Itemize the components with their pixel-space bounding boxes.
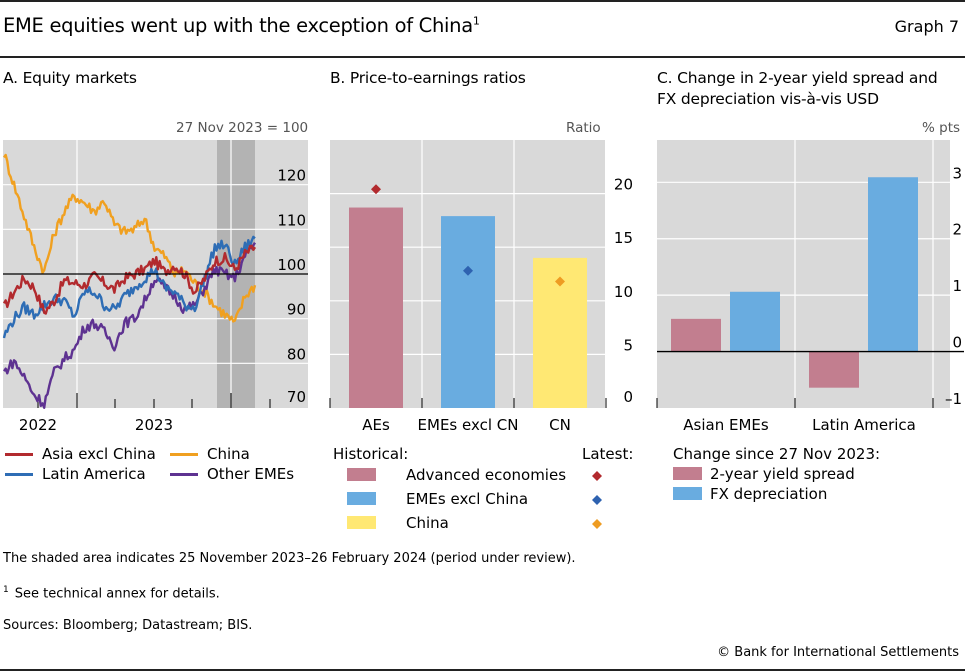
legend-swatch-ae xyxy=(347,468,376,481)
legend-item-china: China xyxy=(170,444,294,464)
legend-item-asia: Asia excl China xyxy=(5,444,156,464)
legend-item-fx: FX depreciation xyxy=(673,484,880,504)
panel-b-category-label: AEs xyxy=(362,416,390,434)
panel-a-y-tick-label: 100 xyxy=(277,256,306,274)
panel-a-y-tick-label: 120 xyxy=(277,167,306,185)
panel-c-unit-label: % pts xyxy=(922,120,961,136)
panel-b-y-tick-label: 15 xyxy=(614,229,633,247)
legend-swatch-fx xyxy=(673,487,702,500)
panel-c-y-tick-label: 2 xyxy=(952,221,962,239)
panel-c-legend-header: Change since 27 Nov 2023: xyxy=(673,445,881,463)
panel-c-title: C. Change in 2-year yield spread and FX … xyxy=(657,68,938,110)
legend-label-ae: Advanced economies xyxy=(406,466,567,484)
diamond-latest-1 xyxy=(463,265,473,276)
legend-item-latam: Latin America xyxy=(5,464,156,484)
legend-label-yield: 2-year yield spread xyxy=(710,465,855,483)
panel-c-category-label: Asian EMEs xyxy=(683,416,769,434)
panel-b-y-tick-label: 10 xyxy=(614,283,633,301)
panel-b-title: B. Price-to-earnings ratios xyxy=(330,69,526,87)
panel-c-title-line2: FX depreciation vis-à-vis USD xyxy=(657,90,879,108)
panel-a-y-tick-label: 90 xyxy=(287,301,306,319)
page-title: EME equities went up with the exception … xyxy=(3,14,480,37)
header-rule xyxy=(0,56,965,58)
legend-label-other: Other EMEs xyxy=(207,465,295,483)
legend-line-other xyxy=(170,473,198,476)
legend-label-china: China xyxy=(207,445,250,463)
panel-b-legend-swatches: Advanced economies EMEs excl China China xyxy=(347,465,566,537)
bar-fx-depreciation-0 xyxy=(730,291,780,352)
panel-a-legend: Asia excl China Latin America xyxy=(5,444,156,484)
legend-item-ae: Advanced economies xyxy=(347,465,566,489)
panel-b-y-tick-label: 5 xyxy=(623,336,633,354)
legend-label-fx: FX depreciation xyxy=(710,485,828,503)
panel-b-y-tick-label: 20 xyxy=(614,176,633,194)
legend-swatch-cn xyxy=(347,516,376,529)
panel-b-y-tick-label: 0 xyxy=(623,388,633,406)
series-line-china xyxy=(3,153,257,323)
legend-item-other: Other EMEs xyxy=(170,464,294,484)
bar-fx-depreciation-1 xyxy=(868,177,918,352)
bar-historical-1 xyxy=(441,216,495,408)
legend-swatch-yield xyxy=(673,467,702,480)
legend-label-latam: Latin America xyxy=(42,465,146,483)
bar-yield-spread-0 xyxy=(671,318,721,352)
title-text: EME equities went up with the exception … xyxy=(3,14,473,37)
diamond-latest-0 xyxy=(371,184,381,195)
panel-c-legend: Change since 27 Nov 2023: 2-year yield s… xyxy=(673,444,880,504)
footnote-mark: 1 xyxy=(3,585,9,595)
copyright: © Bank for International Settlements xyxy=(717,645,959,660)
panel-a-unit-label: 27 Nov 2023 = 100 xyxy=(176,120,309,136)
panel-b-category-label: CN xyxy=(549,416,571,434)
legend-item-yield: 2-year yield spread xyxy=(673,464,880,484)
legend-label-cn: China xyxy=(406,514,449,532)
panel-a-y-tick-label: 70 xyxy=(287,388,306,406)
bar-yield-spread-1 xyxy=(809,351,859,388)
diamond-latest-2 xyxy=(555,276,565,287)
panel-b-category-label: EMEs excl CN xyxy=(418,416,519,434)
panel-a-legend-col2: China Other EMEs xyxy=(170,444,294,484)
panel-c-y-tick-label: –1 xyxy=(945,390,962,408)
panel-c-category-label: Latin America xyxy=(812,416,916,434)
legend-line-latam xyxy=(5,473,33,476)
panel-a-y-tick-label: 80 xyxy=(287,345,306,363)
panel-b-unit-label: Ratio xyxy=(566,120,601,136)
legend-label-asia: Asia excl China xyxy=(42,445,156,463)
top-rule xyxy=(0,0,965,2)
panel-c-y-tick-label: 3 xyxy=(952,164,962,182)
panel-c-y-tick-label: 1 xyxy=(952,277,962,295)
panel-c-title-line1: C. Change in 2-year yield spread and xyxy=(657,69,938,87)
legend-diamond-1 xyxy=(592,495,602,505)
legend-line-china xyxy=(170,453,198,456)
bottom-rule xyxy=(0,669,965,671)
footnote-text: See technical annex for details. xyxy=(14,586,220,602)
panel-b-legend-header-latest: Latest: xyxy=(582,445,634,463)
panel-a-title: A. Equity markets xyxy=(3,69,137,87)
panel-a-y-tick-label: 110 xyxy=(277,211,306,229)
shaded-area-note: The shaded area indicates 25 November 20… xyxy=(3,551,576,566)
legend-line-asia xyxy=(5,453,33,456)
legend-diamond-2 xyxy=(592,519,602,529)
legend-swatch-emes xyxy=(347,492,376,505)
panel-c-y-tick-label: 0 xyxy=(952,334,962,352)
panel-a-x-label-2023: 2023 xyxy=(135,416,173,434)
legend-label-emes: EMEs excl China xyxy=(406,490,529,508)
legend-item-emes: EMEs excl China xyxy=(347,489,566,513)
series-line-asia-excl-china xyxy=(2,244,257,315)
legend-item-cn: China xyxy=(347,513,566,537)
sources-note: Sources: Bloomberg; Datastream; BIS. xyxy=(3,618,253,633)
panel-a-x-label-2022: 2022 xyxy=(19,416,57,434)
footnote: 1 See technical annex for details. xyxy=(3,585,220,601)
series-line-latin-america xyxy=(2,235,256,339)
graph-number: Graph 7 xyxy=(894,17,959,36)
bar-historical-0 xyxy=(349,207,403,408)
title-footnote-mark: 1 xyxy=(472,14,480,28)
panel-b-legend-header-historical: Historical: xyxy=(333,445,409,463)
legend-diamond-0 xyxy=(592,471,602,481)
